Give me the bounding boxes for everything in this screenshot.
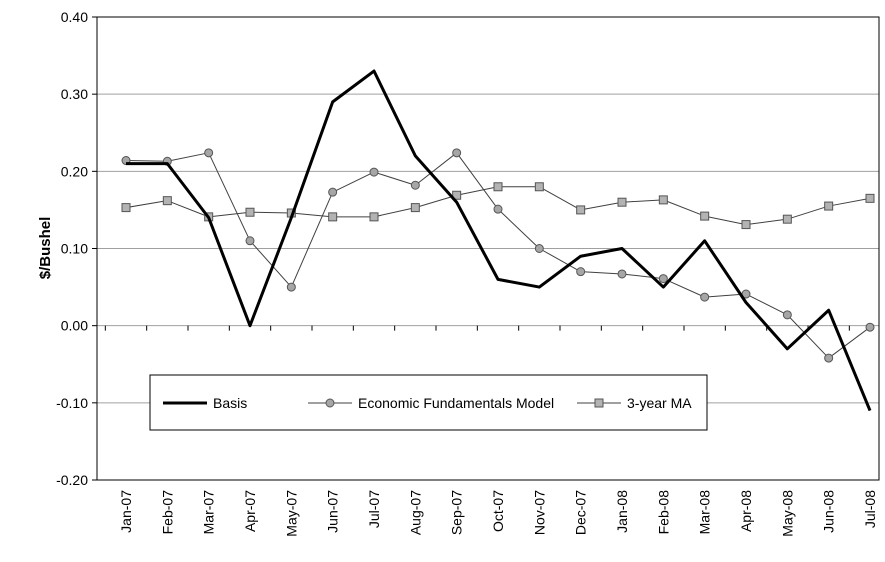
- data-point: [865, 193, 875, 203]
- y-tick-label: -0.10: [56, 395, 88, 411]
- x-tick-label: Feb-08: [655, 490, 671, 535]
- x-tick-label: Jan-07: [118, 490, 134, 533]
- legend-label: 3-year MA: [627, 395, 692, 411]
- plot-border: [96, 16, 880, 481]
- data-point: [865, 322, 875, 332]
- y-axis-label: $/Bushel: [37, 217, 54, 280]
- data-point: [245, 207, 255, 217]
- data-point: [369, 167, 379, 177]
- data-point: [700, 211, 710, 221]
- data-point: [658, 195, 668, 205]
- data-point: [204, 148, 214, 158]
- x-tick-label: Apr-08: [738, 490, 754, 532]
- data-point: [534, 244, 544, 253]
- data-point: [576, 205, 586, 215]
- x-tick-label: May-07: [283, 490, 299, 537]
- x-tick-label: Sep-07: [449, 490, 465, 535]
- x-tick-label: Dec-07: [573, 490, 589, 535]
- x-tick-label: Jun-07: [325, 490, 341, 533]
- data-point: [617, 197, 627, 207]
- y-tick-label: 0.30: [61, 86, 88, 102]
- x-tick-label: Nov-07: [531, 490, 547, 535]
- y-tick-label: 0.40: [61, 9, 88, 25]
- data-point: [824, 353, 834, 363]
- data-point: [741, 220, 751, 230]
- data-point: [658, 274, 668, 284]
- data-point: [782, 214, 792, 224]
- x-tick-label: Apr-07: [242, 490, 258, 532]
- data-point: [121, 203, 131, 213]
- data-point: [328, 187, 338, 197]
- data-point: [328, 212, 338, 222]
- x-tick-label: Aug-07: [407, 490, 423, 535]
- legend-marker: [325, 398, 335, 408]
- x-tick-label: Jun-08: [821, 490, 837, 533]
- x-tick-label: Mar-08: [697, 490, 713, 535]
- data-point: [245, 236, 255, 246]
- y-tick-label: -0.20: [56, 472, 88, 488]
- data-point: [700, 292, 710, 302]
- data-point: [782, 310, 792, 320]
- series-line: [126, 69, 872, 412]
- data-point: [824, 201, 834, 211]
- data-point: [162, 196, 172, 206]
- data-point: [576, 267, 586, 277]
- legend-label: Basis: [213, 395, 247, 411]
- x-tick-label: Mar-07: [201, 490, 217, 535]
- x-tick-label: Jul-08: [862, 490, 878, 528]
- data-point: [452, 190, 462, 200]
- y-tick-label: 0.10: [61, 241, 88, 257]
- data-point: [493, 182, 503, 192]
- data-point: [452, 148, 462, 158]
- data-point: [534, 182, 544, 192]
- y-tick-label: 0.20: [61, 163, 88, 179]
- x-tick-label: Feb-07: [159, 490, 175, 535]
- data-point: [369, 212, 379, 222]
- x-tick-label: Oct-07: [490, 490, 506, 532]
- data-point: [410, 180, 420, 190]
- data-point: [410, 203, 420, 213]
- x-tick-label: May-08: [779, 490, 795, 537]
- data-point: [493, 204, 503, 214]
- legend-label: Economic Fundamentals Model: [358, 395, 554, 411]
- data-point: [286, 282, 296, 292]
- legend-marker: [594, 398, 604, 408]
- x-tick-label: Jul-07: [366, 490, 382, 528]
- data-point: [617, 269, 627, 279]
- y-tick-label: 0.00: [61, 318, 88, 334]
- x-tick-label: Jan-08: [614, 490, 630, 533]
